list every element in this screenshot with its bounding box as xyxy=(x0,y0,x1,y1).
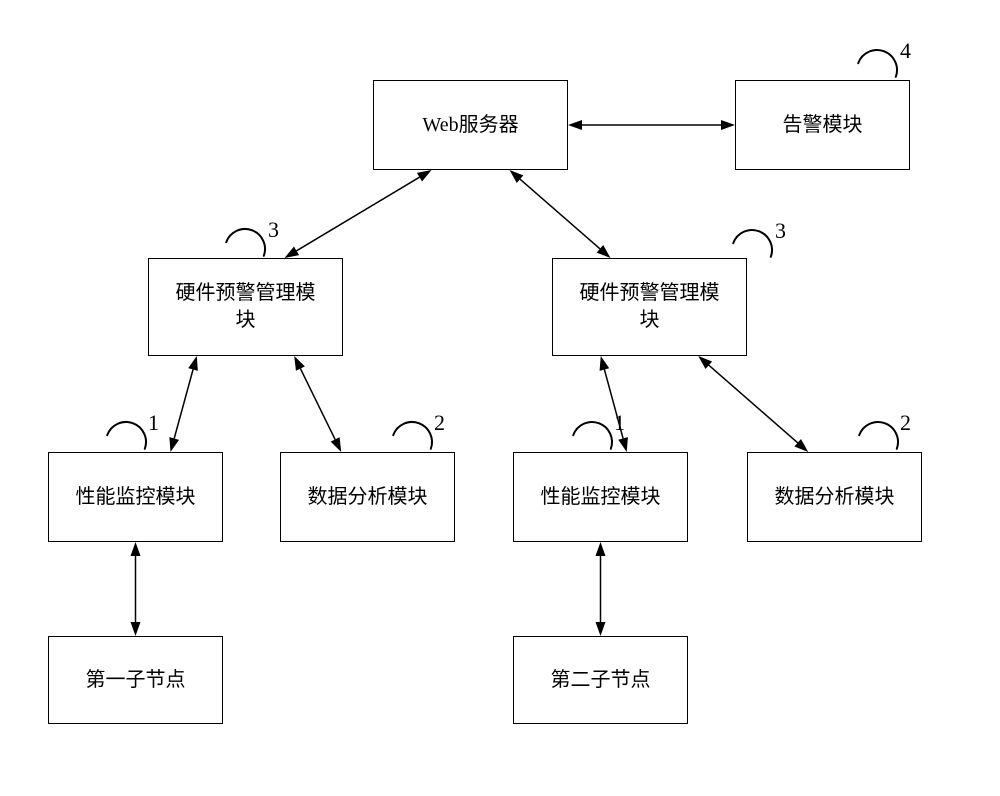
node-hw-warn-mgr-right: 硬件预警管理模块 xyxy=(552,258,747,356)
label: 数据分析模块 xyxy=(308,484,428,511)
node-data-analysis-right: 数据分析模块 xyxy=(747,452,922,542)
label: 性能监控模块 xyxy=(76,484,196,511)
label: 第一子节点 xyxy=(86,667,186,694)
node-perf-monitor-right: 性能监控模块 xyxy=(513,452,688,542)
callout-3-left: 3 xyxy=(268,217,279,243)
label: 性能监控模块 xyxy=(541,484,661,511)
node-alarm-module: 告警模块 xyxy=(735,80,910,170)
callout-4: 4 xyxy=(900,38,911,64)
callout-2-right: 2 xyxy=(900,410,911,436)
label: 数据分析模块 xyxy=(775,484,895,511)
callout-1-left: 1 xyxy=(148,410,159,436)
node-sub-node-1: 第一子节点 xyxy=(48,636,223,724)
label: 第二子节点 xyxy=(551,667,651,694)
node-web-server: Web服务器 xyxy=(373,80,568,170)
node-data-analysis-left: 数据分析模块 xyxy=(280,452,455,542)
label: 告警模块 xyxy=(783,112,863,139)
node-hw-warn-mgr-left: 硬件预警管理模块 xyxy=(148,258,343,356)
callout-1-right: 1 xyxy=(614,410,625,436)
node-sub-node-2: 第二子节点 xyxy=(513,636,688,724)
node-perf-monitor-left: 性能监控模块 xyxy=(48,452,223,542)
callout-3-right: 3 xyxy=(775,218,786,244)
callout-2-left: 2 xyxy=(434,410,445,436)
label: Web服务器 xyxy=(422,112,518,139)
label: 硬件预警管理模块 xyxy=(580,280,720,334)
label: 硬件预警管理模块 xyxy=(176,280,316,334)
